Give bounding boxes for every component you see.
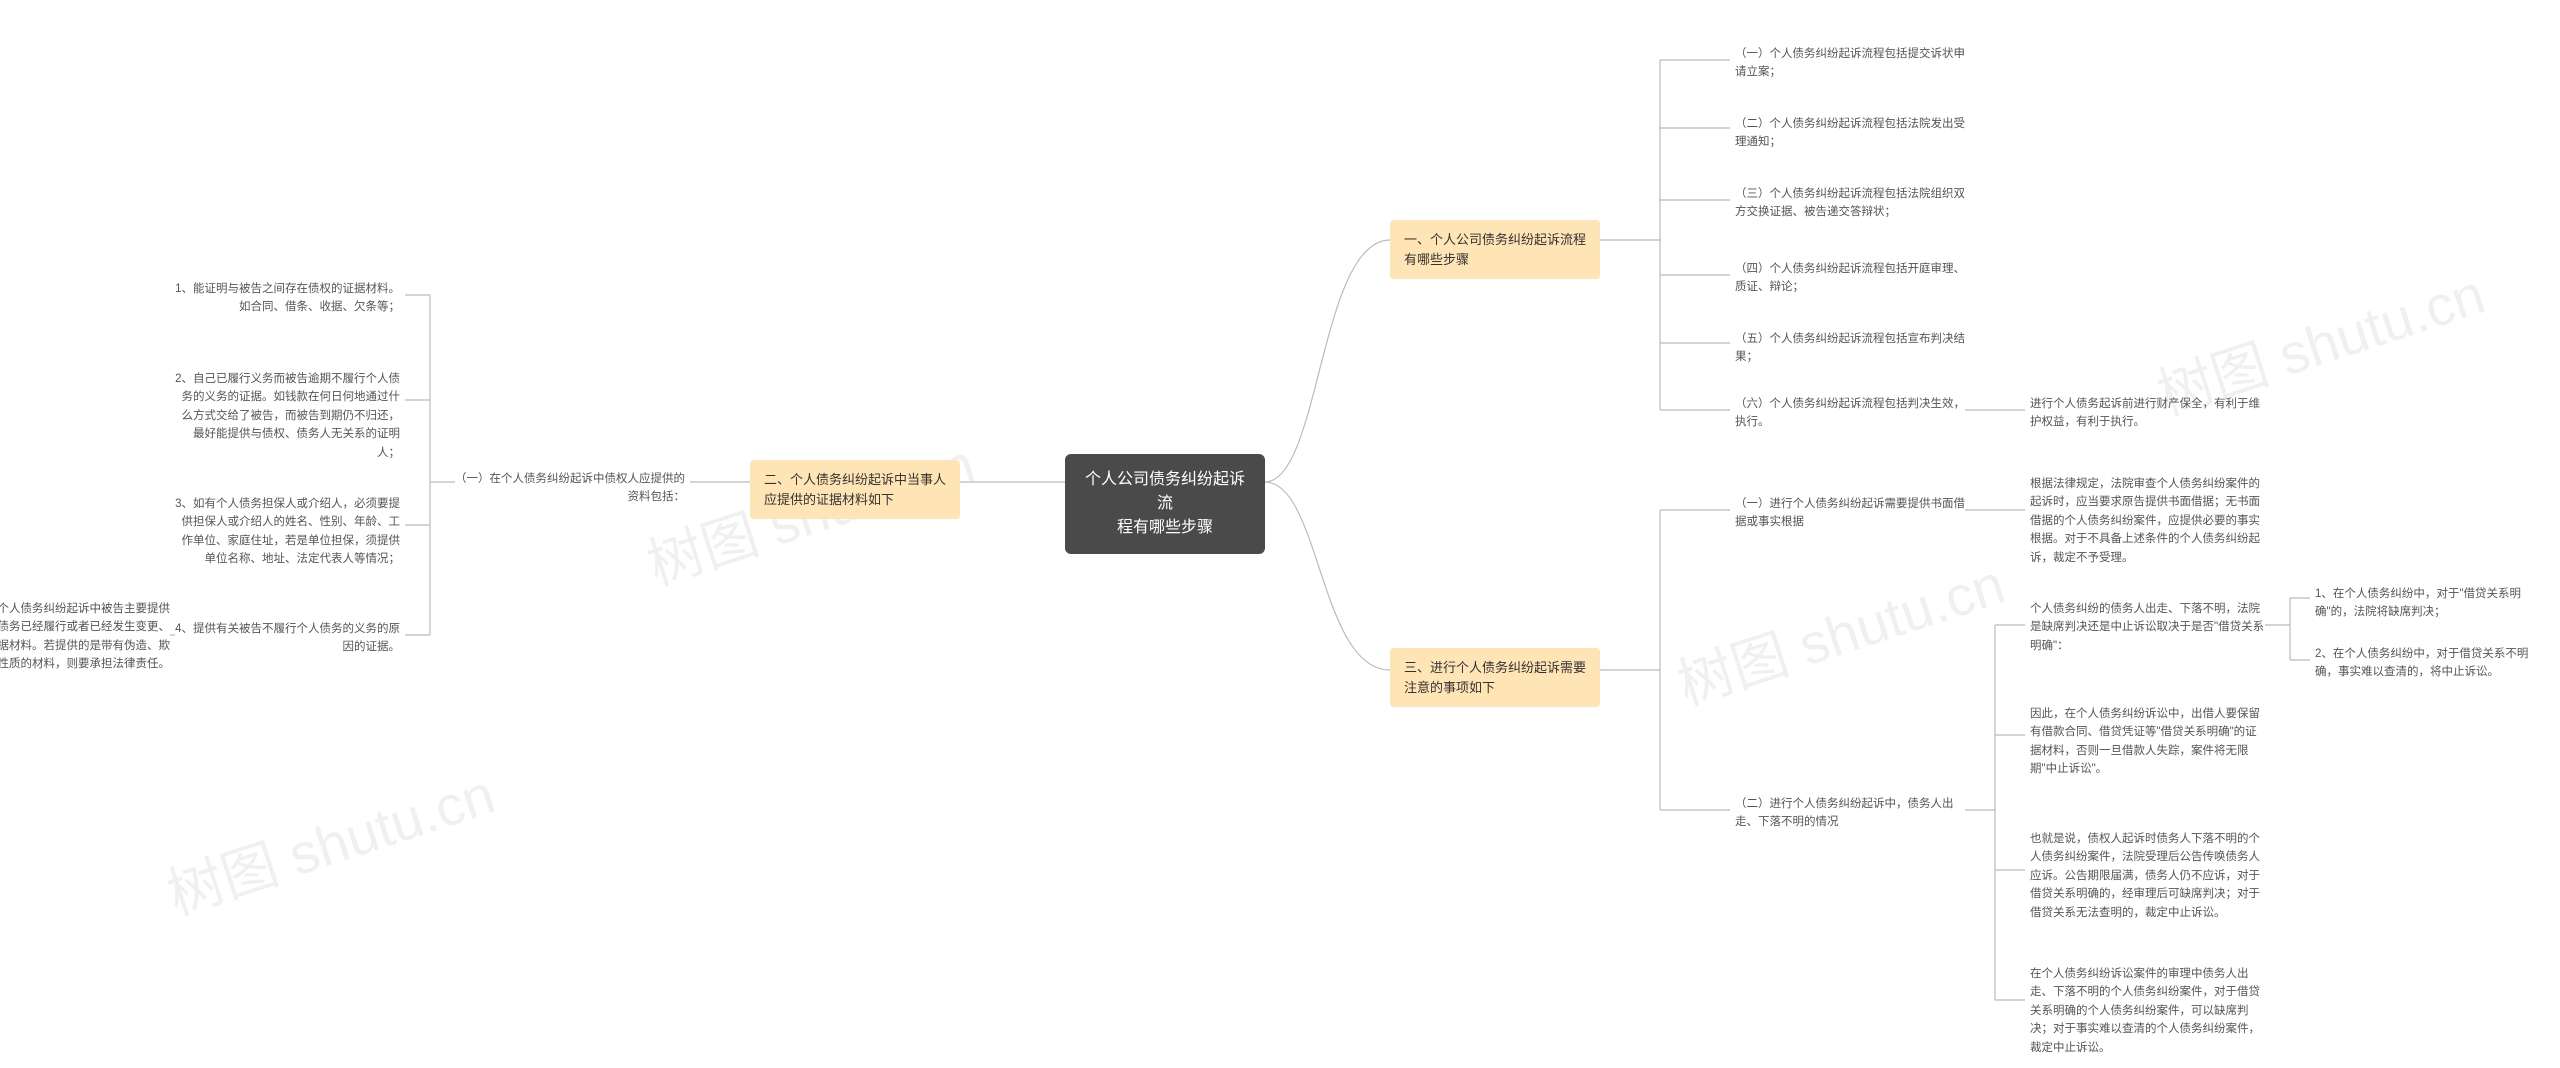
branch-1-item-4: （四）个人债务纠纷起诉流程包括开庭审理、质证、辩论； [1735, 260, 1965, 297]
branch-1-item-6: （六）个人债务纠纷起诉流程包括判决生效，执行。 [1735, 395, 1965, 432]
branch-2-sub2: （二）在个人债务纠纷起诉中被告主要提供足以证明债务已经履行或者已经发生变更、取消… [0, 600, 170, 674]
branch-2[interactable]: 二、个人债务纠纷起诉中当事人应提供的证据材料如下 [750, 460, 960, 519]
branch-2-sub1-item1: 1、能证明与被告之间存在债权的证据材料。如合同、借条、收据、欠条等； [175, 280, 400, 317]
branch-3-sub2-item3: 也就是说，债权人起诉时债务人下落不明的个人债务纠纷案件，法院受理后公告传唤债务人… [2030, 830, 2265, 922]
branch-1-item-2: （二）个人债务纠纷起诉流程包括法院发出受理通知； [1735, 115, 1965, 152]
branch-2-sub1: （一）在个人债务纠纷起诉中债权人应提供的资料包括： [455, 470, 685, 507]
branch-2-label: 二、个人债务纠纷起诉中当事人应提供的证据材料如下 [764, 472, 946, 507]
branch-1-label: 一、个人公司债务纠纷起诉流程有哪些步骤 [1404, 232, 1586, 267]
branch-3-sub2-item2: 因此，在个人债务纠纷诉讼中，出借人要保留有借款合同、借贷凭证等"借贷关系明确"的… [2030, 705, 2265, 779]
branch-2-sub1-item4: 4、提供有关被告不履行个人债务的义务的原因的证据。 [175, 620, 400, 657]
branch-3-label: 三、进行个人债务纠纷起诉需要注意的事项如下 [1404, 660, 1586, 695]
root-node[interactable]: 个人公司债务纠纷起诉流 程有哪些步骤 [1065, 454, 1265, 554]
branch-2-sub1-item3: 3、如有个人债务担保人或介绍人，必须要提供担保人或介绍人的姓名、性别、年龄、工作… [175, 495, 400, 569]
watermark: 树图 shutu.cn [156, 750, 504, 932]
branch-3-sub2-subitem1: 1、在个人债务纠纷中，对于"借贷关系明确"的，法院将缺席判决； [2315, 585, 2540, 622]
branch-1[interactable]: 一、个人公司债务纠纷起诉流程有哪些步骤 [1390, 220, 1600, 279]
branch-2-sub1-item2: 2、自己已履行义务而被告逾期不履行个人债务的义务的证据。如钱款在何日何地通过什么… [175, 370, 400, 462]
branch-3-sub2: （二）进行个人债务纠纷起诉中，债务人出走、下落不明的情况 [1735, 795, 1965, 832]
branch-3[interactable]: 三、进行个人债务纠纷起诉需要注意的事项如下 [1390, 648, 1600, 707]
branch-3-sub1: （一）进行个人债务纠纷起诉需要提供书面借据或事实根据 [1735, 495, 1965, 532]
branch-3-sub2-subitem2: 2、在个人债务纠纷中，对于借贷关系不明确，事实难以查清的，将中止诉讼。 [2315, 645, 2540, 682]
watermark: 树图 shutu.cn [1666, 540, 2014, 722]
branch-1-item-1: （一）个人债务纠纷起诉流程包括提交诉状申请立案； [1735, 45, 1965, 82]
root-title-line2: 程有哪些步骤 [1085, 516, 1245, 540]
branch-3-sub1-detail: 根据法律规定，法院审查个人债务纠纷案件的起诉时，应当要求原告提供书面借据；无书面… [2030, 475, 2270, 567]
branch-3-sub2-item4: 在个人债务纠纷诉讼案件的审理中债务人出走、下落不明的个人债务纠纷案件，对于借贷关… [2030, 965, 2265, 1057]
root-title-line1: 个人公司债务纠纷起诉流 [1085, 468, 1245, 516]
branch-1-item-3: （三）个人债务纠纷起诉流程包括法院组织双方交换证据、被告递交答辩状； [1735, 185, 1965, 222]
branch-1-tail: 进行个人债务起诉前进行财产保全，有利于维护权益，有利于执行。 [2030, 395, 2260, 432]
branch-1-item-5: （五）个人债务纠纷起诉流程包括宣布判决结果； [1735, 330, 1965, 367]
branch-3-sub2-item1: 个人债务纠纷的债务人出走、下落不明，法院是缺席判决还是中止诉讼取决于是否"借贷关… [2030, 600, 2265, 655]
